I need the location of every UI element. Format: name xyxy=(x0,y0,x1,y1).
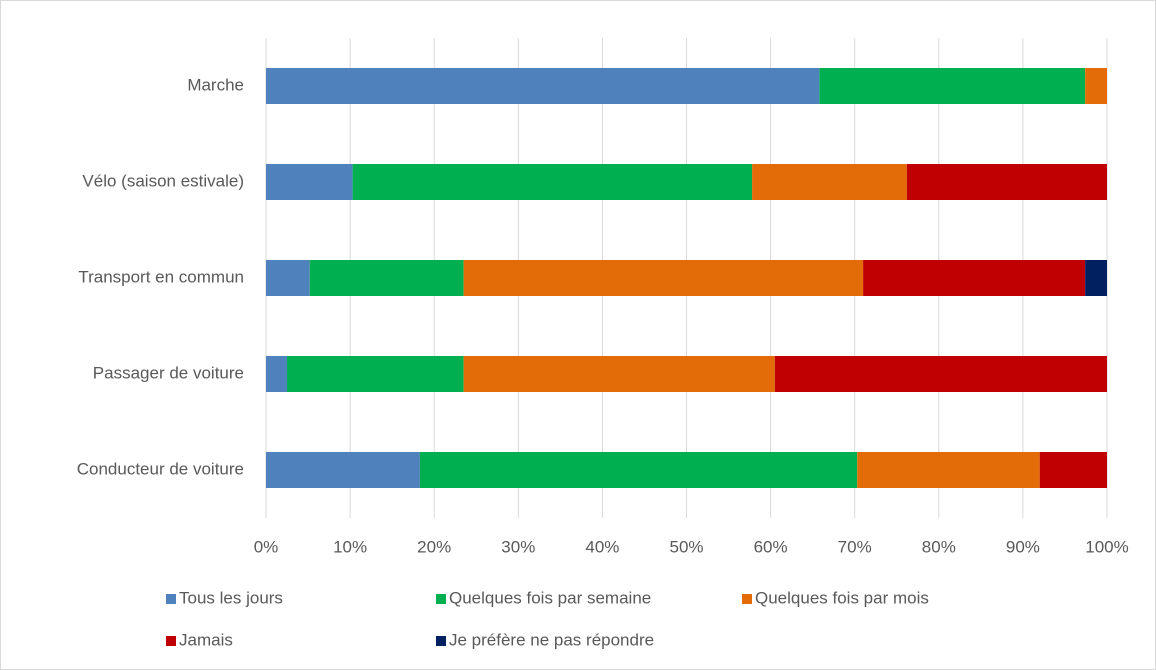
y-tick-label: Marche xyxy=(187,75,244,94)
legend-label: Quelques fois par mois xyxy=(755,588,929,607)
legend-swatch xyxy=(436,636,446,646)
x-tick-label: 80% xyxy=(922,537,956,556)
x-tick-label: 60% xyxy=(754,537,788,556)
bar-segment xyxy=(266,356,288,392)
bar-segment xyxy=(752,164,907,200)
bar-segment xyxy=(463,356,775,392)
bar-segment xyxy=(266,452,420,488)
bar-segment xyxy=(266,68,820,104)
bar-segment xyxy=(419,452,858,488)
y-tick-label: Vélo (saison estivale) xyxy=(82,171,244,190)
x-tick-label: 70% xyxy=(838,537,872,556)
bar-segment xyxy=(352,164,753,200)
y-tick-label: Passager de voiture xyxy=(93,363,244,382)
legend-swatch xyxy=(166,636,176,646)
legend-swatch xyxy=(742,594,752,604)
bar-segment xyxy=(774,356,1107,392)
bar-segment xyxy=(819,68,1086,104)
legend-label: Tous les jours xyxy=(179,588,283,607)
bar-segment xyxy=(863,260,1086,296)
bar-segment xyxy=(1085,68,1107,104)
x-tick-label: 100% xyxy=(1085,537,1128,556)
bar-segment xyxy=(857,452,1040,488)
legend-swatch xyxy=(436,594,446,604)
x-tick-label: 40% xyxy=(585,537,619,556)
bar-segment xyxy=(309,260,464,296)
legend-swatch xyxy=(166,594,176,604)
legend-label: Je préfère ne pas répondre xyxy=(449,630,654,649)
bar-segment xyxy=(1085,260,1107,296)
y-tick-label: Conducteur de voiture xyxy=(77,459,244,478)
y-tick-label: Transport en commun xyxy=(78,267,244,286)
bar-segment xyxy=(906,164,1107,200)
bar-segment xyxy=(1039,452,1107,488)
legend-label: Quelques fois par semaine xyxy=(449,588,651,607)
x-tick-label: 10% xyxy=(333,537,367,556)
legend-label: Jamais xyxy=(179,630,233,649)
x-tick-label: 30% xyxy=(501,537,535,556)
x-tick-label: 90% xyxy=(1006,537,1040,556)
x-tick-label: 50% xyxy=(669,537,703,556)
bar-segment xyxy=(266,164,353,200)
x-tick-label: 0% xyxy=(254,537,279,556)
bar-segment xyxy=(266,260,310,296)
x-tick-label: 20% xyxy=(417,537,451,556)
bar-segment xyxy=(287,356,464,392)
bar-segment xyxy=(463,260,864,296)
